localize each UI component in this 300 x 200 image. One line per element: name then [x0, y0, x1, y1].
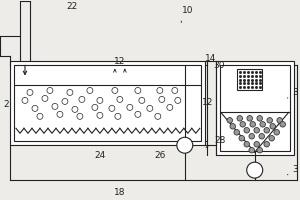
Bar [237, 69, 262, 90]
Bar [14, 65, 201, 141]
Text: P: P [252, 166, 258, 175]
Circle shape [234, 129, 239, 135]
Text: 12: 12 [202, 98, 213, 107]
Circle shape [270, 124, 275, 129]
Circle shape [250, 122, 256, 127]
Circle shape [277, 118, 283, 123]
Circle shape [237, 116, 242, 121]
Text: B: B [182, 141, 188, 150]
Circle shape [244, 141, 250, 147]
Bar [10, 61, 205, 145]
Text: 14: 14 [205, 54, 216, 63]
Circle shape [247, 116, 253, 121]
Text: 24: 24 [94, 151, 106, 160]
Circle shape [257, 116, 262, 121]
Circle shape [257, 147, 262, 153]
Circle shape [264, 128, 269, 133]
Text: 12: 12 [114, 57, 126, 66]
Circle shape [227, 118, 232, 123]
Circle shape [254, 128, 260, 133]
Circle shape [244, 128, 250, 133]
Bar [216, 61, 294, 155]
Text: 18: 18 [114, 188, 126, 197]
Text: 2: 2 [3, 100, 9, 109]
Circle shape [264, 141, 269, 147]
Text: 30: 30 [214, 61, 225, 70]
Circle shape [254, 141, 260, 147]
Circle shape [274, 129, 280, 135]
Text: 28: 28 [215, 136, 226, 145]
Circle shape [230, 124, 236, 129]
Text: 3: 3 [293, 165, 298, 174]
Text: 26: 26 [154, 151, 166, 160]
Circle shape [269, 135, 274, 141]
Circle shape [260, 122, 266, 127]
Text: 3: 3 [293, 88, 298, 97]
Circle shape [259, 133, 265, 139]
Circle shape [239, 135, 244, 141]
Circle shape [249, 133, 254, 139]
Circle shape [240, 122, 245, 127]
Text: 22: 22 [66, 2, 77, 11]
Circle shape [280, 122, 286, 127]
Circle shape [177, 137, 193, 153]
Circle shape [249, 147, 254, 153]
Bar [220, 65, 290, 151]
Circle shape [247, 162, 263, 178]
Text: 10: 10 [182, 6, 194, 15]
Circle shape [267, 118, 272, 123]
